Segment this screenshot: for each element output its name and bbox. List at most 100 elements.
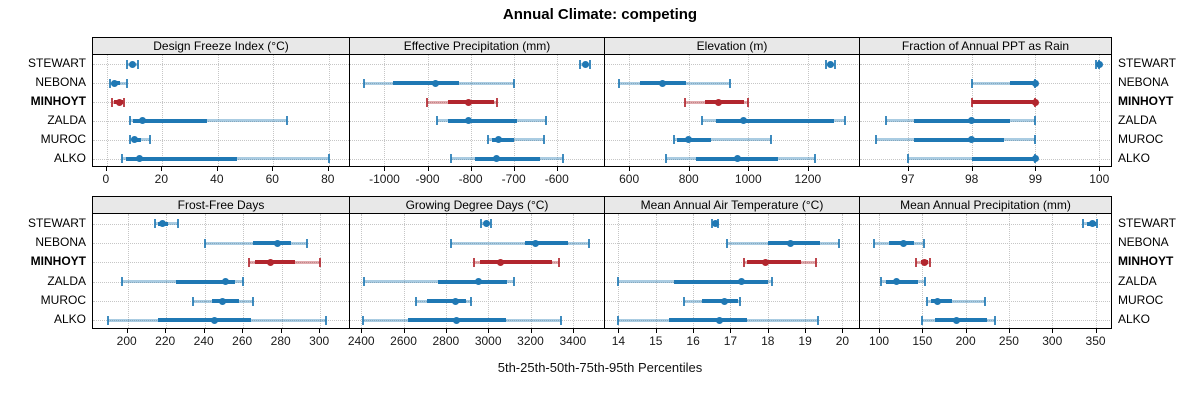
panel-plot-mean-annual-air-temperature-c	[605, 213, 860, 329]
iqr-bar-minhoyt	[479, 260, 552, 265]
median-dot-zalda	[222, 278, 230, 286]
iqr-bar-muroc	[702, 299, 738, 303]
gridline	[1008, 214, 1010, 328]
axis-tick-label: -900	[415, 172, 440, 186]
median-dot-minhoyt	[497, 258, 505, 266]
axis-tick-label: -600	[544, 172, 569, 186]
site-label-left-minhoyt: MINHOYT	[30, 94, 86, 109]
whisker-cap	[874, 135, 877, 145]
axis-tick	[655, 329, 657, 333]
axis-tick-label: 3000	[474, 334, 502, 348]
iqr-bar-nebona	[393, 81, 459, 86]
iqr-bar-muroc	[931, 299, 952, 303]
median-dot-zalda	[738, 278, 746, 286]
median-dot-minhoyt	[115, 98, 123, 106]
axis-tick	[971, 167, 973, 171]
axis-tick-label: 100	[1089, 172, 1110, 186]
iqr-bar-alko	[158, 318, 251, 323]
median-dot-muroc	[130, 136, 138, 144]
whisker-cap	[426, 97, 429, 107]
median-dot-alko	[953, 316, 961, 324]
axis-tick-label: 40	[210, 172, 224, 186]
gridline	[655, 214, 657, 328]
site-label-right-zalda: ZALDA	[1118, 273, 1157, 288]
whisker-cap	[825, 59, 828, 69]
whisker-cap	[176, 219, 179, 229]
site-label-right-nebona: NEBONA	[1118, 235, 1169, 249]
median-dot-muroc	[721, 297, 729, 305]
whisker-cap	[817, 315, 820, 325]
gridline	[556, 55, 558, 166]
iqr-bar-alko	[126, 156, 238, 161]
whisker-cap	[700, 116, 703, 126]
whisker-cap	[469, 296, 472, 306]
gridline	[93, 83, 349, 85]
iqr-bar-nebona	[1009, 81, 1036, 86]
axis-tick-label: 250	[998, 334, 1019, 348]
whisker-cap	[915, 257, 918, 267]
site-label-left-alko: ALKO	[53, 150, 86, 165]
axis-tick-label: 14	[611, 334, 626, 348]
whisker-cap	[683, 97, 686, 107]
whisker-cap	[725, 238, 728, 248]
median-dot-nebona	[659, 79, 667, 87]
gridline	[605, 223, 859, 225]
median-dot-minhoyt	[1031, 98, 1039, 106]
gridline	[470, 55, 472, 166]
whisker-cap	[879, 277, 882, 287]
site-label-left-muroc: MUROC	[40, 131, 86, 146]
whisker-cap	[436, 116, 439, 126]
gridline	[384, 55, 386, 166]
gridline	[1099, 55, 1101, 166]
median-dot-alko	[492, 155, 500, 163]
gridline	[350, 83, 604, 85]
axis-tick	[572, 329, 574, 333]
median-dot-stewart	[128, 60, 136, 68]
median-dot-nebona	[899, 239, 907, 247]
gridline	[693, 214, 695, 328]
gridline	[403, 214, 405, 328]
median-dot-muroc	[451, 297, 459, 305]
iqr-bar-zalda	[674, 279, 768, 284]
whisker-cap	[923, 277, 926, 287]
panel-strip-effective-precipitation-mm: Effective Precipitation (mm)	[350, 37, 605, 54]
iqr-bar-minhoyt	[971, 100, 1036, 105]
iqr-bar-nebona	[252, 241, 292, 245]
axis-tick	[1008, 329, 1010, 333]
gridline	[320, 214, 322, 328]
median-dot-zalda	[464, 117, 472, 125]
gridline	[328, 55, 330, 166]
axis-tick	[693, 329, 695, 333]
whisker-cap	[994, 315, 997, 325]
whisker-cap	[107, 315, 110, 325]
gridline	[860, 83, 1111, 85]
axis-tick-label: 150	[912, 334, 933, 348]
gridline	[93, 262, 349, 264]
axis-tick-label: 200	[116, 334, 137, 348]
axis-tick	[319, 329, 321, 333]
whisker-cap	[361, 315, 364, 325]
whisker-cap	[770, 277, 773, 287]
whisker-cap	[884, 116, 887, 126]
whisker-cap	[983, 296, 986, 306]
whisker-cap	[450, 154, 453, 164]
whisker-cap	[137, 59, 140, 69]
median-dot-nebona	[274, 239, 282, 247]
panel-strip-design-freeze-index-c: Design Freeze Index (°C)	[92, 37, 350, 54]
whisker-cap	[843, 116, 846, 126]
axis-tick	[767, 329, 769, 333]
gridline	[350, 262, 604, 264]
whisker-cap	[247, 257, 250, 267]
median-dot-alko	[452, 316, 460, 324]
axis-tick	[384, 167, 386, 171]
panel-strip-mean-annual-precipitation-mm: Mean Annual Precipitation (mm)	[860, 196, 1112, 213]
gridline	[1052, 214, 1054, 328]
whisker-cap	[579, 59, 582, 69]
whisker-cap	[872, 238, 875, 248]
whisker-cap	[242, 277, 245, 287]
whisker-cap	[450, 238, 453, 248]
iqr-bar-muroc	[492, 137, 514, 142]
gridline	[860, 262, 1111, 264]
iqr-bar-zalda	[715, 118, 835, 123]
gridline	[93, 102, 349, 104]
